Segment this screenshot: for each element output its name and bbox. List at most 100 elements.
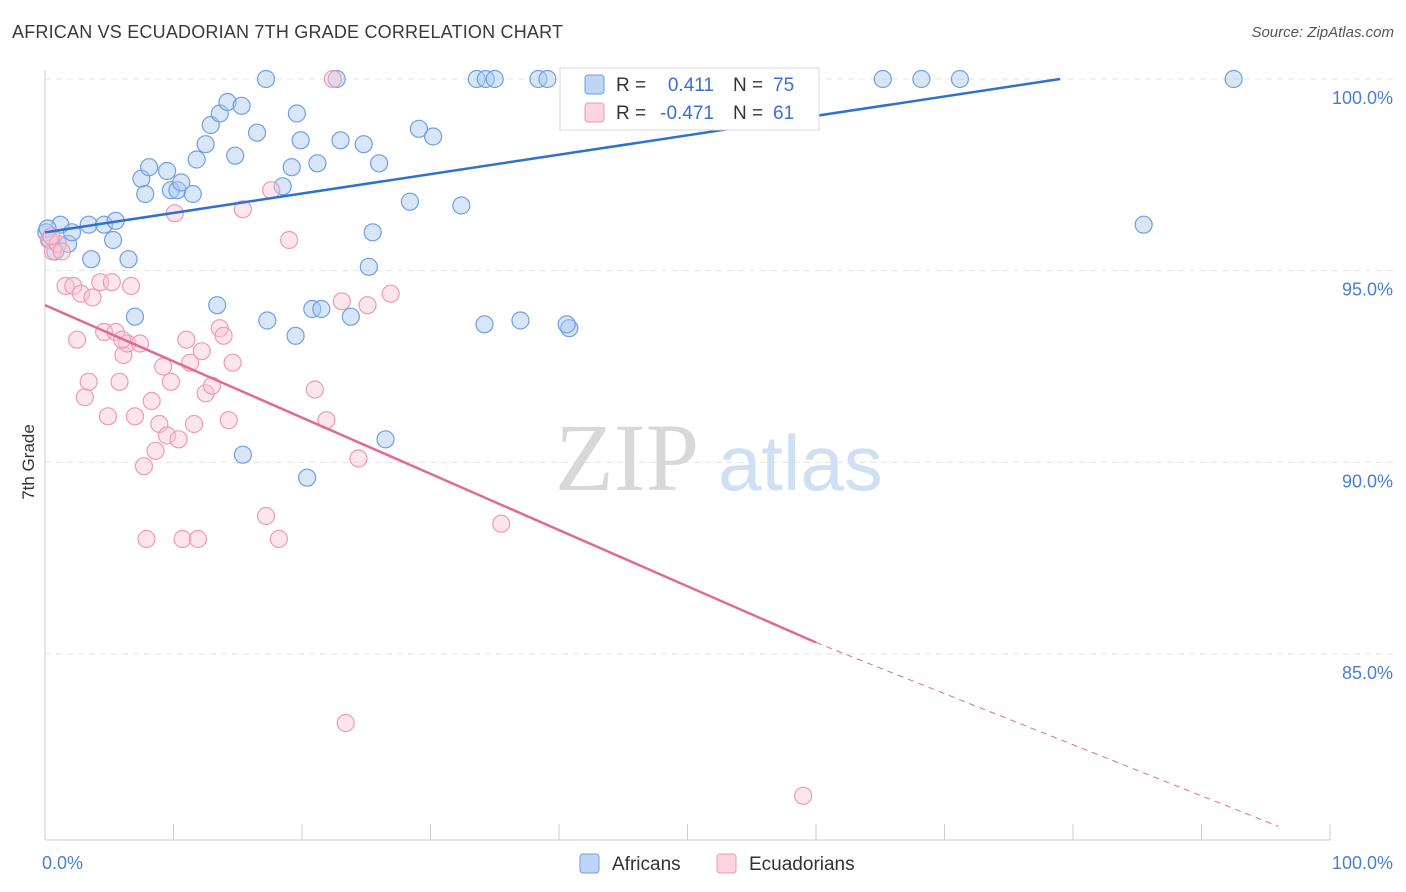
african-point-71 [233, 445, 252, 464]
ecuadorian-point-28 [161, 372, 181, 391]
ecuadorian-point-32 [177, 330, 196, 349]
ecuadorian-point-16 [114, 345, 133, 365]
ecuadorian-point-21 [134, 457, 154, 476]
trend-line-africans [44, 77, 1061, 234]
ecuadorian-point-50 [323, 69, 342, 89]
stats-legend-r-value-0: 0.411 [668, 75, 714, 96]
trend-line-ecuadorians-extension [815, 642, 1279, 827]
african-point-47 [538, 69, 557, 89]
african-point-68 [511, 311, 530, 330]
ecuadorian-point-15 [110, 372, 129, 391]
african-point-35 [331, 131, 350, 150]
ecuadorian-point-57 [794, 786, 813, 805]
african-point-21 [196, 135, 215, 154]
african-point-11 [119, 250, 138, 269]
ecuadorian-point-31 [173, 529, 192, 549]
african-point-28 [256, 69, 276, 89]
african-point-58 [1134, 215, 1153, 234]
y-tick-label-1: 95.0% [1342, 280, 1393, 300]
african-point-38 [370, 154, 389, 173]
stats-legend-n-value-1: 61 [773, 103, 794, 124]
african-point-55 [912, 69, 931, 89]
ecuadorian-point-51 [332, 292, 351, 311]
axes: 0.0% 100.0% [42, 70, 1393, 873]
y-axis-label: 7th Grade [19, 424, 38, 500]
ecuadorian-point-8 [79, 372, 98, 391]
african-point-39 [400, 192, 420, 211]
african-point-41 [423, 127, 443, 146]
ecuadorian-point-35 [188, 529, 208, 549]
african-point-33 [308, 154, 327, 173]
ecuadorian-point-40 [214, 326, 233, 345]
ecuadorian-point-34 [184, 414, 204, 434]
african-point-14 [139, 158, 159, 177]
ecuadorian-point-47 [280, 230, 299, 250]
watermark: ZIP atlas [555, 404, 883, 511]
ecuadorian-point-43 [233, 200, 252, 219]
african-point-13 [136, 184, 155, 204]
ecuadorian-point-12 [98, 407, 118, 426]
stats-legend-n-value-0: 75 [773, 75, 794, 96]
ecuadorian-point-5 [68, 330, 87, 349]
ecuadorian-point-3 [56, 276, 75, 296]
series-legend-label-0: Africans [612, 854, 681, 875]
stats-legend-swatch-0 [584, 74, 605, 95]
african-point-24 [218, 92, 237, 112]
x-tick-label-1: 100.0% [1332, 853, 1393, 873]
african-point-7 [82, 250, 101, 269]
ecuadorian-point-22 [137, 529, 156, 549]
ecuadorian-point-54 [358, 296, 377, 315]
stats-legend-r-label-0: R = [616, 75, 646, 96]
african-point-36 [354, 135, 373, 154]
ecuadorian-point-9 [83, 288, 102, 307]
ecuadorian-point-30 [169, 430, 188, 449]
ecuadorian-point-36 [192, 342, 211, 361]
series-legend-swatch-1 [716, 853, 737, 874]
ecuadorian-point-13 [102, 273, 121, 292]
ecuadorian-point-44 [256, 506, 276, 526]
african-point-40 [409, 119, 429, 138]
ecuadorian-point-24 [146, 441, 165, 460]
trend-line-ecuadorians [44, 304, 817, 644]
chart-title: AFRICAN VS ECUADORIAN 7TH GRADE CORRELAT… [12, 22, 564, 42]
x-tick-label-0: 0.0% [42, 853, 83, 873]
african-point-69 [557, 315, 576, 334]
ecuadorian-point-6 [71, 284, 91, 303]
ecuadorian-point-46 [269, 529, 288, 549]
gridlines: 100.0% 95.0% 90.0% 85.0% [45, 78, 1395, 683]
african-point-31 [287, 104, 306, 123]
african-point-18 [172, 173, 191, 192]
ecuadorian-point-48 [305, 380, 324, 399]
african-point-32 [291, 131, 310, 150]
african-point-73 [286, 326, 305, 345]
african-point-70 [376, 430, 395, 449]
ecuadorian-point-18 [121, 276, 141, 296]
ecuadorian-point-56 [492, 514, 511, 533]
african-point-10 [104, 230, 123, 250]
african-point-60 [208, 296, 227, 315]
trend-lines [44, 77, 1279, 827]
african-point-65 [359, 257, 378, 276]
ecuadorian-point-53 [349, 449, 368, 468]
y-tick-label-3: 85.0% [1342, 663, 1393, 683]
ecuadorian-point-42 [223, 353, 242, 372]
african-point-25 [226, 146, 245, 165]
african-point-27 [247, 123, 267, 142]
series-ecuadorians [39, 69, 813, 805]
african-point-66 [475, 315, 494, 334]
y-tick-label-0: 100.0% [1332, 88, 1393, 108]
ecuadorian-point-41 [219, 411, 238, 430]
stats-legend-n-label-1: N = [733, 103, 763, 124]
african-point-30 [282, 158, 301, 177]
african-point-26 [232, 96, 251, 115]
african-point-37 [363, 223, 382, 242]
ecuadorian-point-55 [381, 284, 400, 303]
ecuadorian-point-4 [64, 276, 83, 296]
stats-legend-n-label-0: N = [733, 75, 763, 96]
y-tick-label-2: 90.0% [1342, 471, 1393, 491]
african-point-59 [125, 307, 145, 326]
african-point-45 [485, 69, 504, 89]
ecuadorian-point-19 [125, 407, 145, 426]
watermark-atlas: atlas [718, 419, 883, 507]
